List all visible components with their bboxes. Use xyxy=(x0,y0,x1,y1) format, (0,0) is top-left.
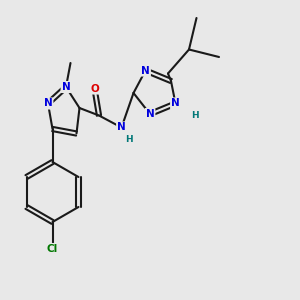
Text: O: O xyxy=(90,83,99,94)
Text: N: N xyxy=(61,82,70,92)
Text: N: N xyxy=(117,122,126,133)
Text: H: H xyxy=(125,135,133,144)
Text: N: N xyxy=(44,98,52,109)
Text: N: N xyxy=(171,98,180,109)
Text: N: N xyxy=(141,65,150,76)
Text: N: N xyxy=(146,109,154,119)
Text: Cl: Cl xyxy=(47,244,58,254)
Text: H: H xyxy=(191,111,199,120)
